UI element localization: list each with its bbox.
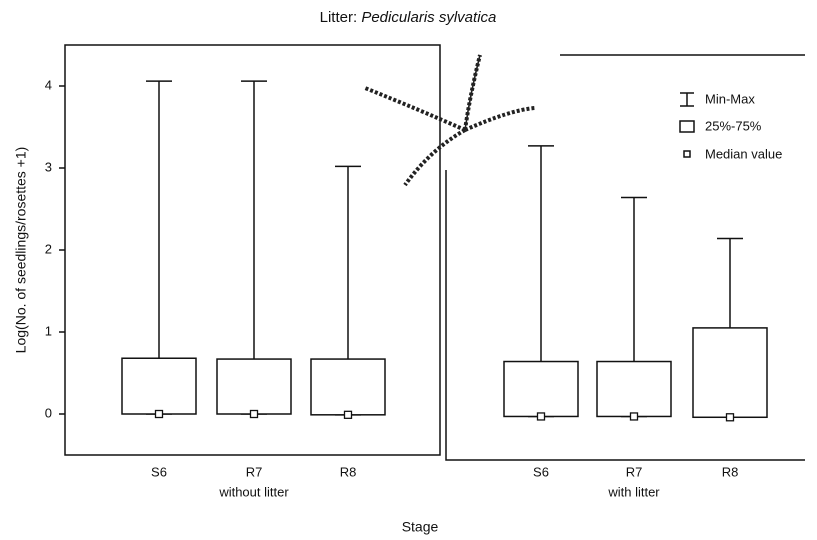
- legend: Min-Max 25%-75% Median value: [679, 91, 782, 161]
- median: [343, 410, 353, 419]
- panel-label: without litter: [218, 484, 289, 499]
- x-tick-label: S6: [151, 464, 167, 479]
- legend-median-icon: [683, 150, 691, 158]
- y-tick-label: 4: [45, 77, 52, 92]
- iqr-box: [596, 360, 672, 418]
- legend-label: Median value: [705, 146, 782, 161]
- y-tick-label: 1: [45, 323, 52, 338]
- median: [629, 412, 639, 421]
- x-axis-label: Stage: [402, 519, 439, 535]
- median: [725, 413, 735, 422]
- x-tick-label: R7: [626, 464, 643, 479]
- title-prefix: Litter:: [320, 9, 358, 26]
- legend-label: Min-Max: [705, 91, 755, 106]
- median: [536, 412, 546, 421]
- iqr-box: [692, 327, 768, 419]
- median: [154, 409, 164, 419]
- median: [249, 409, 259, 419]
- y-axis-label: Log(No. of seedlings/rosettes +1): [13, 147, 29, 354]
- y-tick-label: 0: [45, 405, 52, 420]
- y-tick-label: 3: [45, 159, 52, 174]
- x-tick-label: R7: [246, 464, 263, 479]
- iqr-box: [121, 357, 197, 415]
- title-species: Pedicularis sylvatica: [361, 9, 496, 26]
- panel-label: with litter: [607, 484, 660, 499]
- y-tick-label: 2: [45, 241, 52, 256]
- panel-frame: [64, 44, 441, 456]
- plant-illustration: [364, 54, 536, 187]
- legend-whisker-icon: [680, 92, 694, 107]
- iqr-box: [310, 358, 386, 416]
- iqr-box: [503, 360, 579, 418]
- iqr-box: [216, 358, 292, 415]
- x-tick-label: R8: [722, 464, 739, 479]
- legend-label: 25%-75%: [705, 118, 762, 133]
- x-tick-label: S6: [533, 464, 549, 479]
- chart-title: Litter: Pedicularis sylvatica: [320, 9, 497, 26]
- x-tick-label: R8: [340, 464, 357, 479]
- legend-box-icon: [679, 120, 695, 133]
- panel-frame: [445, 170, 805, 461]
